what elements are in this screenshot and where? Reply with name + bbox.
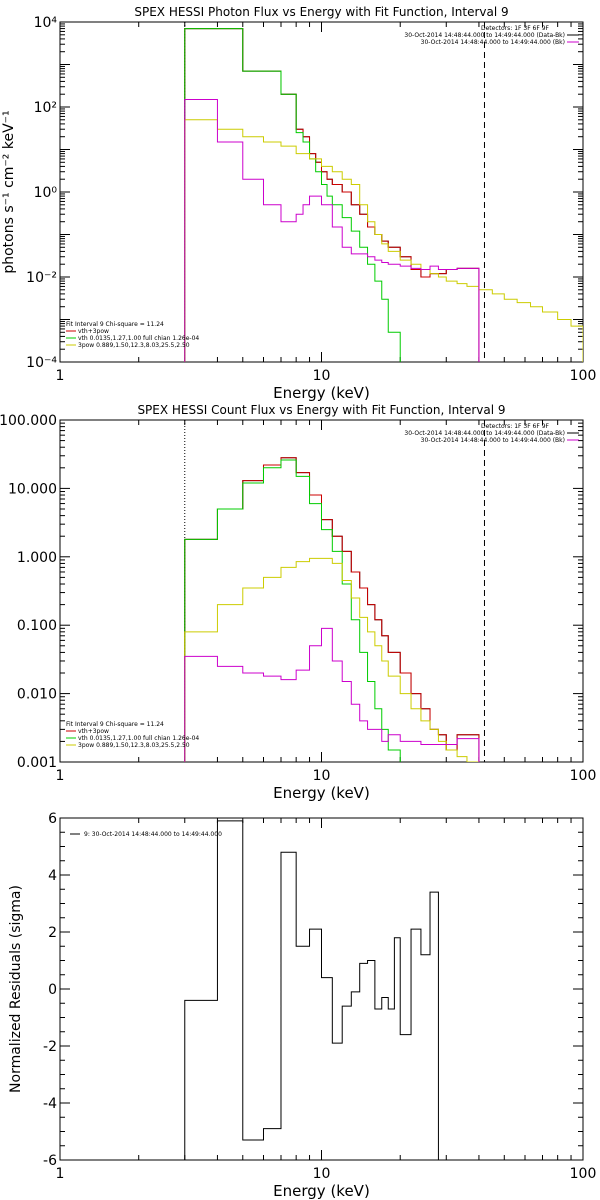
y-tick-label: -2 bbox=[43, 1039, 57, 1055]
series-4-line bbox=[184, 627, 480, 762]
legend-fit-label: vth 0.0135,1.27,1.00 full chian 1.26e-04 bbox=[78, 735, 199, 742]
x-tick-label: 10 bbox=[313, 368, 331, 384]
legend-detectors: Detectors: 1F 3F 6F 9F bbox=[481, 423, 550, 430]
y-axis-label: Normalized Residuals (sigma) bbox=[8, 885, 24, 1093]
series-2-line bbox=[184, 459, 401, 762]
legend-fit-title: Fit Interval 9 Chi-square = 11.24 bbox=[66, 721, 164, 728]
count-flux-panel: SPEX HESSI Count Flux vs Energy with Fit… bbox=[0, 403, 596, 802]
legend-fit-title: Fit Interval 9 Chi-square = 11.24 bbox=[66, 321, 164, 328]
series-3-line bbox=[184, 557, 480, 762]
series-4-line bbox=[184, 99, 480, 362]
x-axis-label: Energy (keV) bbox=[273, 784, 370, 802]
legend-fit-label: 3pow 0.889,1.50,12.3,8.03,25.5,2.50 bbox=[78, 342, 190, 349]
x-tick-label: 1 bbox=[56, 368, 65, 384]
legend-fit-label: vth+3pow bbox=[78, 328, 109, 335]
y-tick-label: 100.000 bbox=[0, 413, 57, 429]
y-tick-label: 1.000 bbox=[17, 550, 57, 566]
legend-resid-label: 9: 30-Oct-2014 14:48:44.000 to 14:49:44.… bbox=[84, 831, 222, 838]
legend-entry-label: 30-Oct-2014 14:48:44.000 to 14:49:44.000… bbox=[404, 430, 565, 437]
y-tick-label: 10⁻² bbox=[26, 270, 57, 286]
y-tick-label: 10⁴ bbox=[34, 15, 58, 31]
y-axis-label: photons s⁻¹ cm⁻² keV⁻¹ bbox=[1, 110, 17, 273]
plot-area bbox=[184, 820, 439, 1160]
y-tick-label: 0.010 bbox=[17, 687, 57, 703]
x-tick-label: 10 bbox=[313, 768, 331, 784]
chart-title: SPEX HESSI Count Flux vs Energy with Fit… bbox=[137, 403, 505, 417]
series-3-line bbox=[184, 119, 583, 362]
x-tick-label: 1 bbox=[56, 768, 65, 784]
y-tick-label: 0.001 bbox=[17, 755, 57, 771]
chart-title: SPEX HESSI Photon Flux vs Energy with Fi… bbox=[134, 5, 508, 19]
legend-entry-label: 30-Oct-2014 14:48:44.000 to 14:49:44.000… bbox=[421, 39, 565, 46]
y-tick-label: 4 bbox=[48, 868, 57, 884]
legend-entry-label: 30-Oct-2014 14:48:44.000 to 14:49:44.000… bbox=[404, 32, 565, 39]
y-tick-label: -6 bbox=[43, 1153, 57, 1169]
plot-area bbox=[184, 22, 583, 362]
legend-fit-label: 3pow 0.889,1.50,12.3,8.03,25.5,2.50 bbox=[78, 742, 190, 749]
y-tick-label: 0.100 bbox=[17, 618, 57, 634]
residuals-panel: 1 10 100 6 4 2 0 -2 -4 -6 Energy (keV) Normalized R… bbox=[8, 811, 596, 1200]
legend-entry-label: 30-Oct-2014 14:48:44.000 to 14:49:44.000… bbox=[421, 437, 565, 444]
y-tick-label: 2 bbox=[48, 925, 57, 941]
photon-flux-panel: SPEX HESSI Photon Flux vs Energy with Fi… bbox=[1, 5, 596, 402]
series-2-line bbox=[184, 28, 401, 362]
series-0-line bbox=[184, 820, 439, 1160]
plot-area bbox=[184, 420, 485, 762]
x-tick-label: 100 bbox=[570, 368, 597, 384]
x-axis-label: Energy (keV) bbox=[273, 1182, 370, 1200]
x-axis-label: Energy (keV) bbox=[273, 384, 370, 402]
legend-fit-label: vth+3pow bbox=[78, 728, 109, 735]
y-tick-label: 6 bbox=[48, 811, 57, 827]
legend-fit-label: vth 0.0135,1.27,1.00 full chian 1.26e-04 bbox=[78, 335, 199, 342]
legend-detectors: Detectors: 1F 3F 6F 9F bbox=[481, 25, 550, 32]
x-tick-label: 100 bbox=[570, 768, 597, 784]
y-tick-label: 10⁰ bbox=[34, 185, 58, 201]
y-tick-label: 10⁻⁴ bbox=[26, 355, 57, 371]
y-tick-label: -4 bbox=[43, 1096, 57, 1112]
x-tick-label: 10 bbox=[313, 1166, 331, 1182]
y-tick-label: 0 bbox=[48, 982, 57, 998]
x-tick-label: 1 bbox=[56, 1166, 65, 1182]
y-tick-label: 10² bbox=[34, 100, 57, 116]
y-tick-label: 10.000 bbox=[8, 481, 57, 497]
x-tick-label: 100 bbox=[570, 1166, 597, 1182]
